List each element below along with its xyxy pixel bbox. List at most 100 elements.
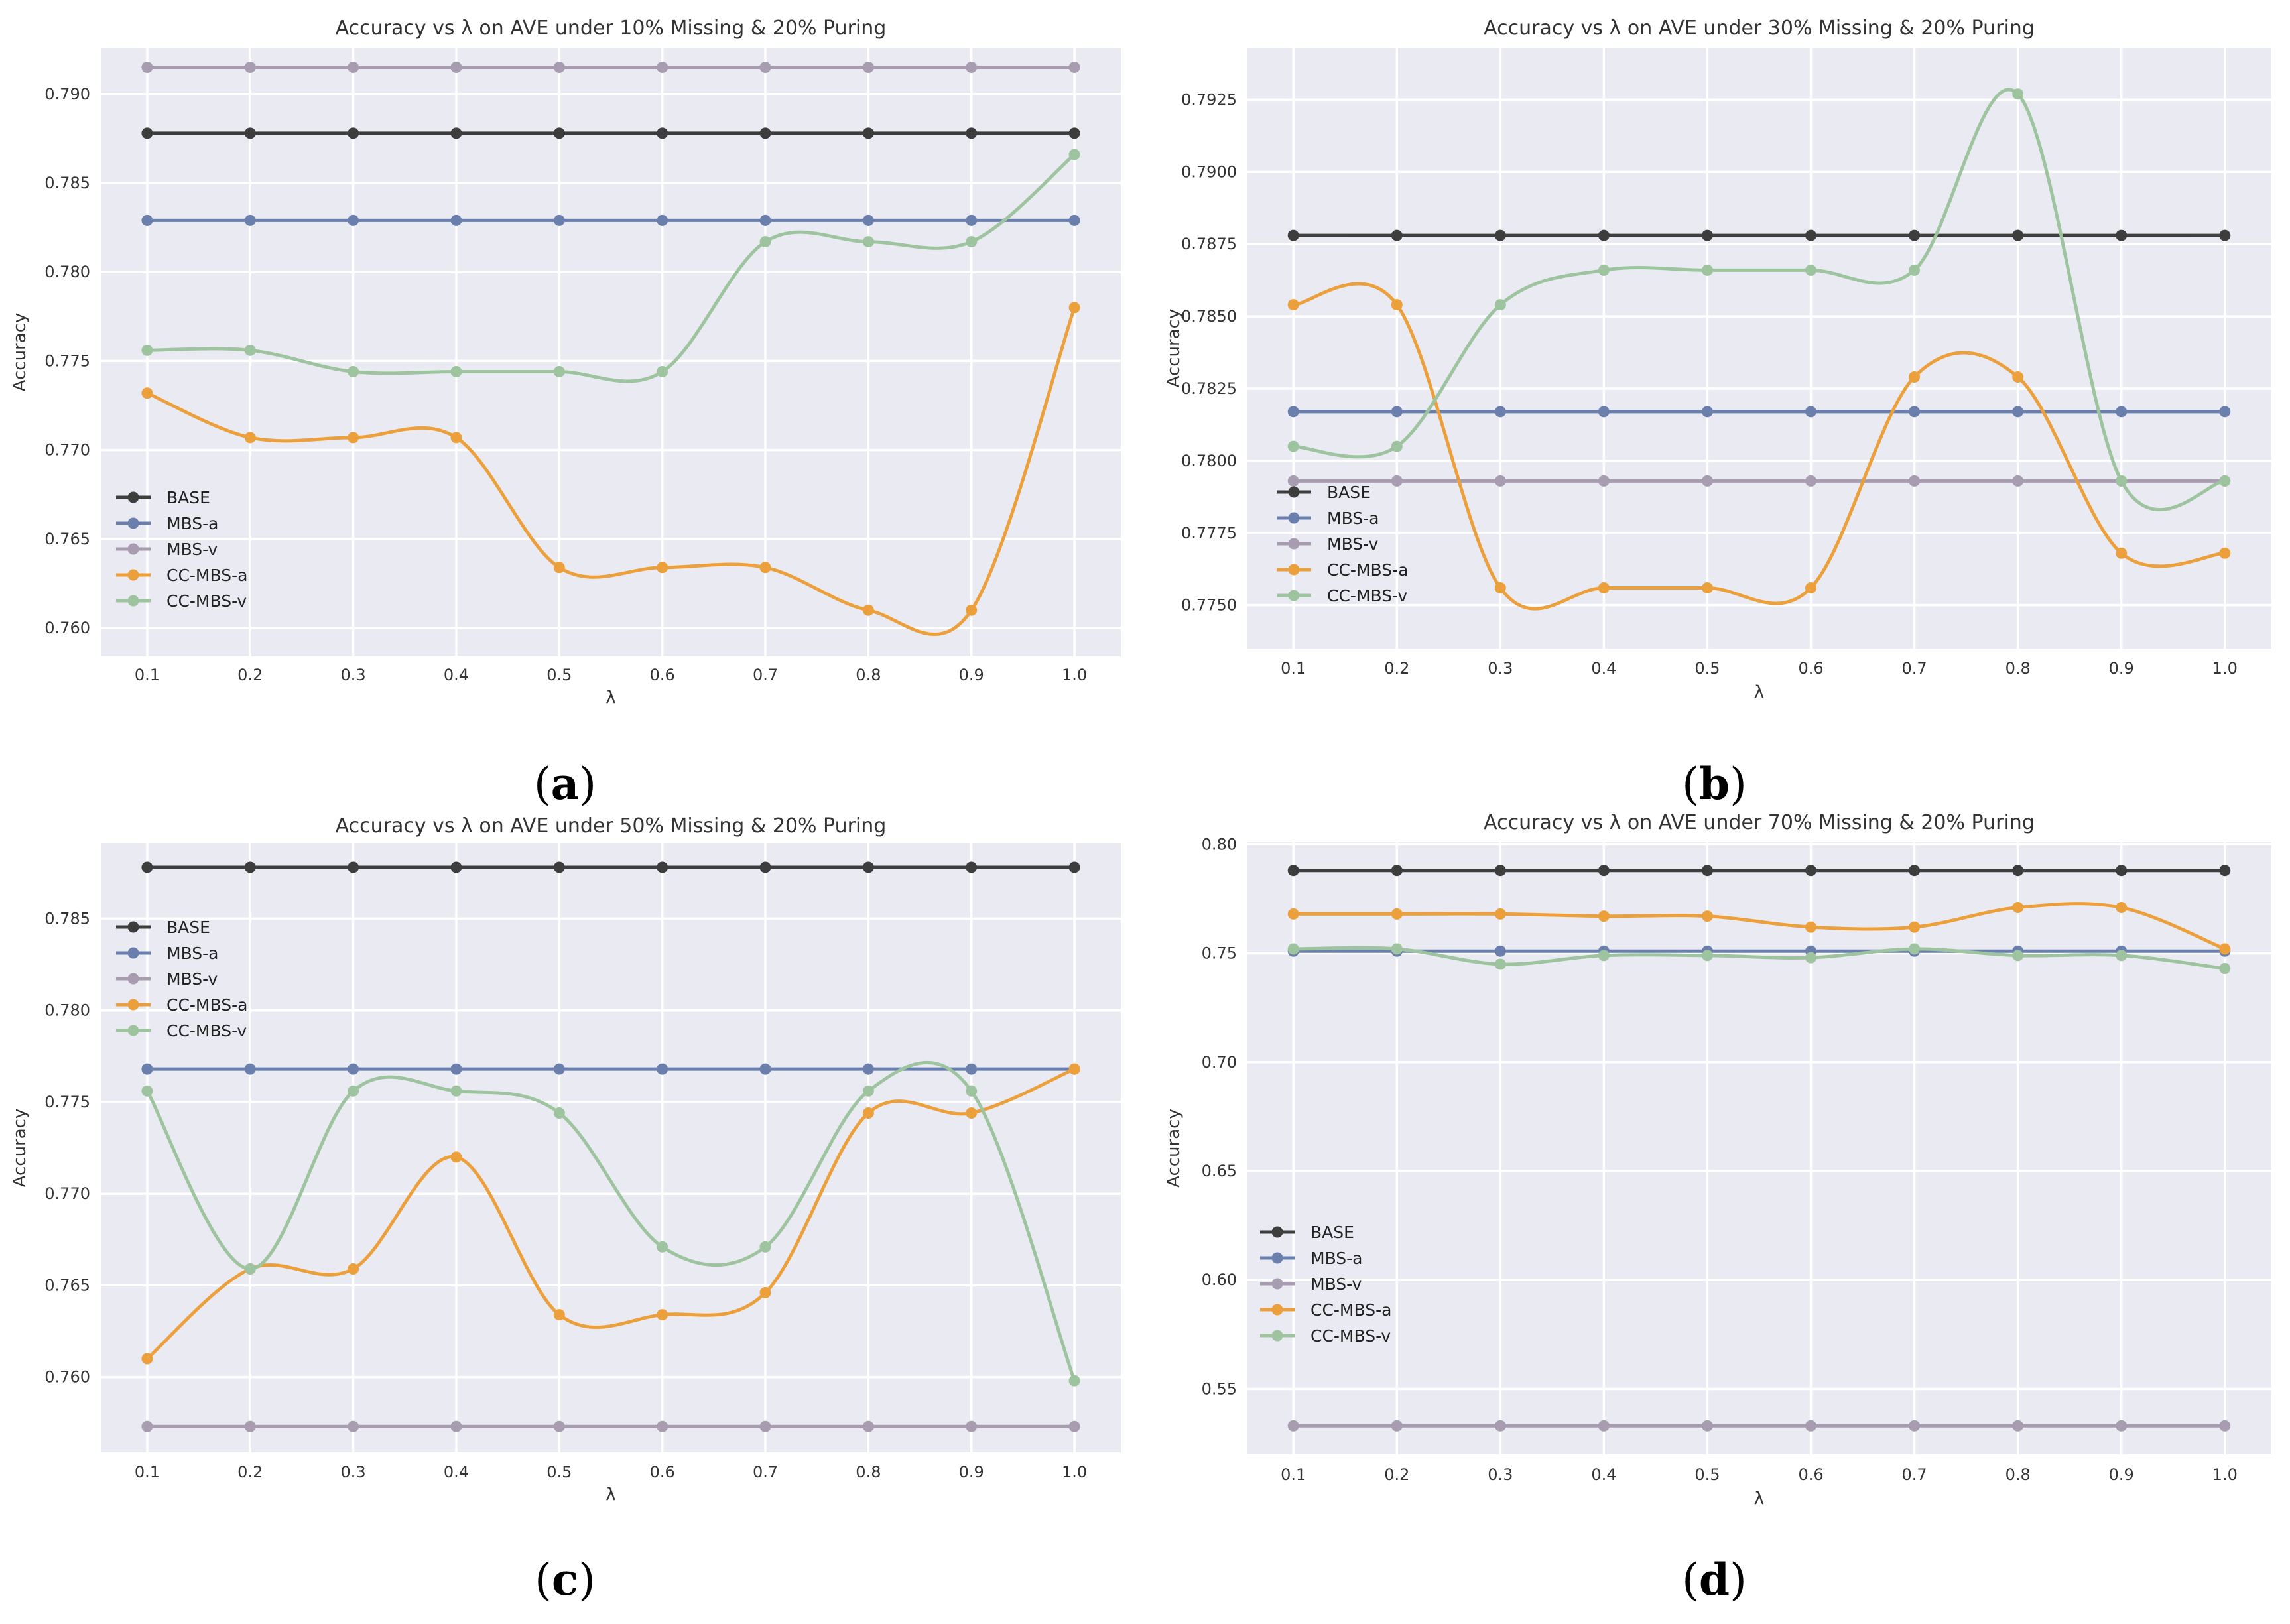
series-base [141, 861, 1080, 873]
data-point-cc-mbs-v [966, 1085, 978, 1097]
data-point-mbs-a [759, 1063, 771, 1075]
data-point-cc-mbs-v [1494, 299, 1506, 311]
series-line-cc-mbs-a [1291, 282, 2227, 611]
legend: BASE MBS-a MBS-v CC-MBS-a CC-MBS-v [116, 918, 247, 1040]
legend-marker [1288, 538, 1300, 550]
data-point-mbs-a [966, 214, 978, 226]
data-point-mbs-a [2012, 406, 2024, 418]
y-tick-label: 0.785 [44, 909, 90, 928]
legend-label: CC-MBS-v [166, 592, 247, 611]
data-point-mbs-v [2116, 1420, 2128, 1432]
chart-title: Accuracy vs λ on AVE under 30% Missing &… [1484, 17, 2035, 40]
x-axis-label: λ [605, 1485, 615, 1505]
x-tick-label: 0.9 [2109, 659, 2134, 678]
data-point-base [244, 127, 256, 139]
data-point-cc-mbs-v [553, 366, 565, 378]
x-tick-label: 0.1 [1281, 659, 1306, 678]
data-point-cc-mbs-a [141, 1353, 153, 1365]
y-tick-label: 0.7750 [1181, 596, 1237, 615]
data-point-cc-mbs-a [1287, 908, 1299, 920]
data-point-mbs-v [2012, 475, 2024, 487]
x-tick-label: 0.4 [444, 1463, 469, 1481]
data-point-mbs-v [244, 1420, 256, 1432]
data-point-cc-mbs-a [141, 387, 153, 399]
legend-marker [1271, 1330, 1283, 1342]
y-tick-label: 0.785 [44, 174, 90, 192]
y-tick-label: 0.760 [44, 1368, 90, 1387]
y-tick-label: 0.65 [1202, 1162, 1237, 1180]
data-point-mbs-v [1287, 1420, 1299, 1432]
x-tick-label: 0.7 [1902, 659, 1927, 678]
data-point-cc-mbs-a [966, 604, 978, 616]
chart-panel-3: 0.1 0.2 0.3 0.4 0.5 0.6 0.7 0.8 0.9 1.0 0.760 0.765… [10, 814, 1121, 1605]
data-point-mbs-v [1805, 475, 1817, 487]
y-tick-label: 0.780 [44, 263, 90, 281]
data-point-cc-mbs-a [759, 1286, 771, 1298]
data-point-base [141, 127, 153, 139]
plot-area [1247, 48, 2271, 649]
legend-label: MBS-v [1327, 534, 1379, 554]
legend-marker [127, 491, 139, 503]
data-point-cc-mbs-a [2116, 902, 2128, 914]
panel-label: (b) [1682, 758, 1747, 810]
data-point-mbs-a [553, 214, 565, 226]
legend-label: BASE [166, 918, 210, 937]
legend-marker [1288, 590, 1300, 601]
data-point-cc-mbs-a [244, 432, 256, 444]
data-point-base [1598, 229, 1610, 241]
data-point-mbs-a [244, 1063, 256, 1075]
data-point-base [1909, 229, 1921, 241]
data-point-mbs-v [1494, 1420, 1506, 1432]
y-tick-label: 0.770 [44, 1184, 90, 1203]
x-tick-label: 0.5 [1694, 659, 1720, 678]
x-tick-label: 0.5 [1694, 1466, 1720, 1484]
legend: BASE MBS-a MBS-v CC-MBS-a CC-MBS-v [1260, 1223, 1391, 1345]
data-point-cc-mbs-a [1494, 908, 1506, 920]
data-point-mbs-a [1598, 406, 1610, 418]
legend-marker [127, 973, 139, 985]
data-point-mbs-v [1391, 475, 1403, 487]
data-point-base [862, 127, 874, 139]
data-point-cc-mbs-v [1391, 943, 1403, 955]
x-tick-label: 0.8 [856, 666, 881, 684]
legend-label: MBS-a [1327, 509, 1379, 528]
data-point-base [657, 861, 668, 873]
data-point-cc-mbs-v [2219, 475, 2231, 487]
series-cc-mbs-a [1287, 902, 2231, 955]
data-point-mbs-a [1909, 406, 1921, 418]
x-axis-label: λ [1754, 682, 1764, 702]
chart-title: Accuracy vs λ on AVE under 50% Missing &… [336, 814, 887, 838]
y-tick-label: 0.7775 [1181, 524, 1237, 542]
panel-label: (a) [534, 758, 596, 810]
data-point-base [1494, 229, 1506, 241]
legend-label: BASE [1327, 483, 1371, 502]
data-point-mbs-v [2012, 1420, 2024, 1432]
data-point-mbs-v [1805, 1420, 1817, 1432]
data-point-base [759, 127, 771, 139]
data-point-base [1598, 865, 1610, 877]
data-point-mbs-v [1068, 1420, 1080, 1432]
legend-marker [127, 517, 139, 529]
data-point-cc-mbs-a [1068, 1063, 1080, 1075]
data-point-cc-mbs-a [2012, 902, 2024, 914]
data-point-cc-mbs-a [1287, 299, 1299, 311]
data-point-base [1068, 861, 1080, 873]
data-point-base [2219, 229, 2231, 241]
data-point-base [862, 861, 874, 873]
data-point-mbs-v [1909, 1420, 1921, 1432]
x-tick-label: 1.0 [1062, 666, 1087, 684]
x-tick-label: 0.1 [135, 666, 160, 684]
data-point-base [966, 127, 978, 139]
data-point-cc-mbs-v [657, 366, 668, 378]
data-point-mbs-v [450, 1420, 462, 1432]
series-mbs-a [141, 214, 1080, 226]
x-tick-label: 1.0 [2212, 659, 2238, 678]
data-point-mbs-v [1068, 62, 1080, 74]
data-point-cc-mbs-a [966, 1107, 978, 1119]
data-point-mbs-a [1068, 214, 1080, 226]
data-point-cc-mbs-v [1068, 1375, 1080, 1387]
data-point-mbs-a [862, 1063, 874, 1075]
y-tick-label: 0.775 [44, 1093, 90, 1111]
y-axis-label: Accuracy [10, 313, 30, 392]
x-tick-label: 0.6 [1798, 659, 1823, 678]
